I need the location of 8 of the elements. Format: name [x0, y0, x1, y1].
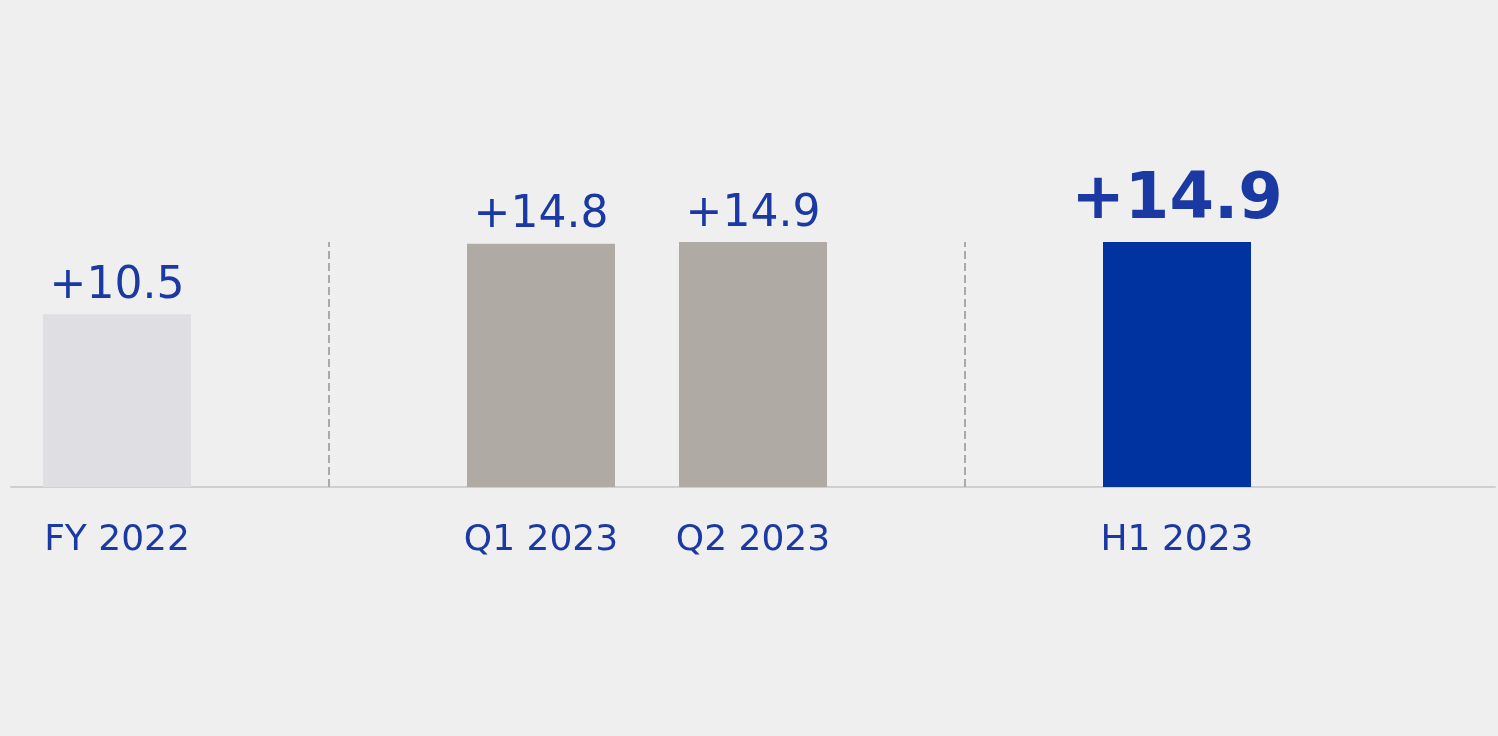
- data-label: +14.9: [1071, 159, 1283, 233]
- x-tick-label: Q1 2023: [463, 516, 619, 558]
- x-tick-label: FY 2022: [44, 516, 190, 558]
- x-tick-label: Q2 2023: [675, 516, 831, 558]
- data-label: +14.9: [685, 184, 821, 236]
- data-label: +14.8: [473, 186, 609, 238]
- x-tick-label: H1 2023: [1100, 516, 1254, 558]
- data-label: +10.5: [49, 256, 185, 308]
